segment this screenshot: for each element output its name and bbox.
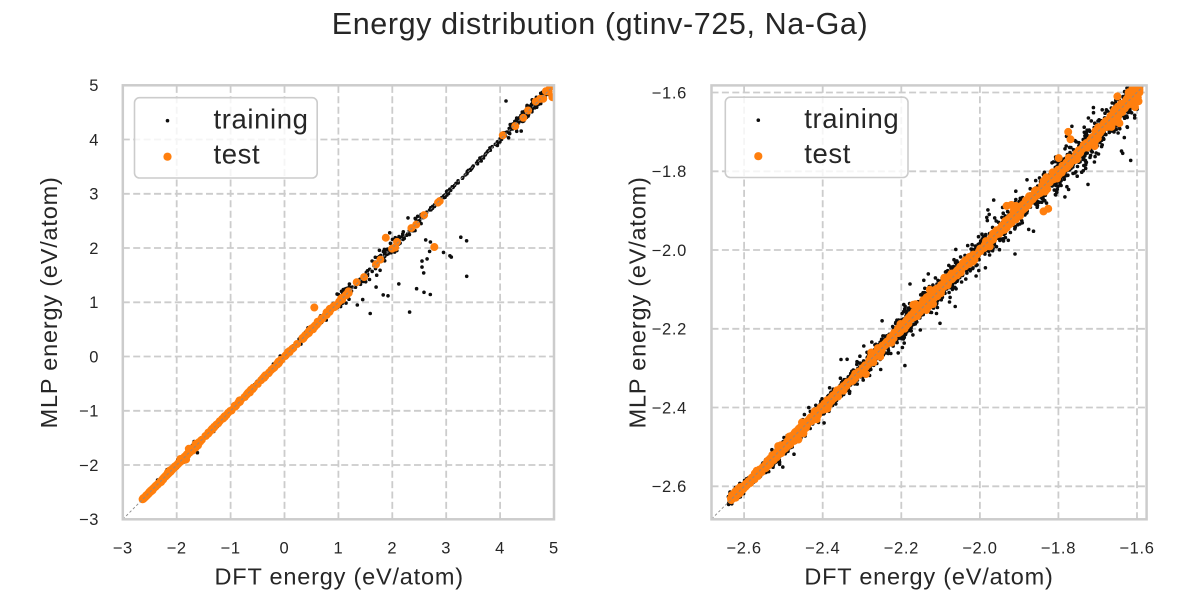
svg-text:2: 2 [387, 540, 397, 558]
svg-text:DFT energy (eV/atom): DFT energy (eV/atom) [215, 564, 464, 590]
svg-text:3: 3 [441, 540, 451, 558]
svg-text:4: 4 [89, 131, 99, 149]
svg-text:5: 5 [89, 77, 99, 95]
svg-text:training: training [804, 103, 899, 134]
svg-text:−2.6: −2.6 [726, 540, 761, 558]
svg-text:training: training [214, 103, 309, 134]
svg-text:0: 0 [280, 540, 290, 558]
svg-text:DFT energy (eV/atom): DFT energy (eV/atom) [804, 564, 1053, 590]
svg-text:3: 3 [89, 186, 99, 204]
svg-text:−2.2: −2.2 [652, 321, 687, 339]
svg-text:−1: −1 [79, 403, 99, 421]
svg-text:−2.0: −2.0 [652, 242, 687, 260]
svg-text:−1.6: −1.6 [652, 84, 687, 102]
svg-text:2: 2 [89, 240, 99, 258]
svg-text:−1.8: −1.8 [1041, 540, 1076, 558]
svg-text:MLP energy (eV/atom): MLP energy (eV/atom) [36, 176, 62, 428]
svg-text:−2: −2 [167, 540, 187, 558]
svg-text:−2.4: −2.4 [805, 540, 840, 558]
svg-text:1: 1 [89, 294, 99, 312]
svg-text:−1: −1 [220, 540, 240, 558]
svg-text:−2.2: −2.2 [884, 540, 919, 558]
svg-text:0: 0 [89, 348, 99, 366]
svg-text:−3: −3 [79, 511, 99, 529]
svg-text:1: 1 [333, 540, 343, 558]
svg-text:5: 5 [549, 540, 559, 558]
svg-text:4: 4 [495, 540, 505, 558]
svg-text:−1.8: −1.8 [652, 163, 687, 181]
svg-text:test: test [804, 138, 851, 169]
svg-text:−2.0: −2.0 [962, 540, 997, 558]
svg-text:test: test [214, 138, 261, 169]
svg-text:−2: −2 [79, 457, 99, 475]
svg-text:−2.6: −2.6 [652, 478, 687, 496]
svg-text:−1.6: −1.6 [1119, 540, 1154, 558]
svg-text:−3: −3 [113, 540, 133, 558]
svg-text:MLP energy (eV/atom): MLP energy (eV/atom) [624, 176, 650, 428]
svg-text:−2.4: −2.4 [652, 399, 687, 417]
svg-text:Energy distribution (gtinv-725: Energy distribution (gtinv-725, Na-Ga) [332, 7, 868, 41]
